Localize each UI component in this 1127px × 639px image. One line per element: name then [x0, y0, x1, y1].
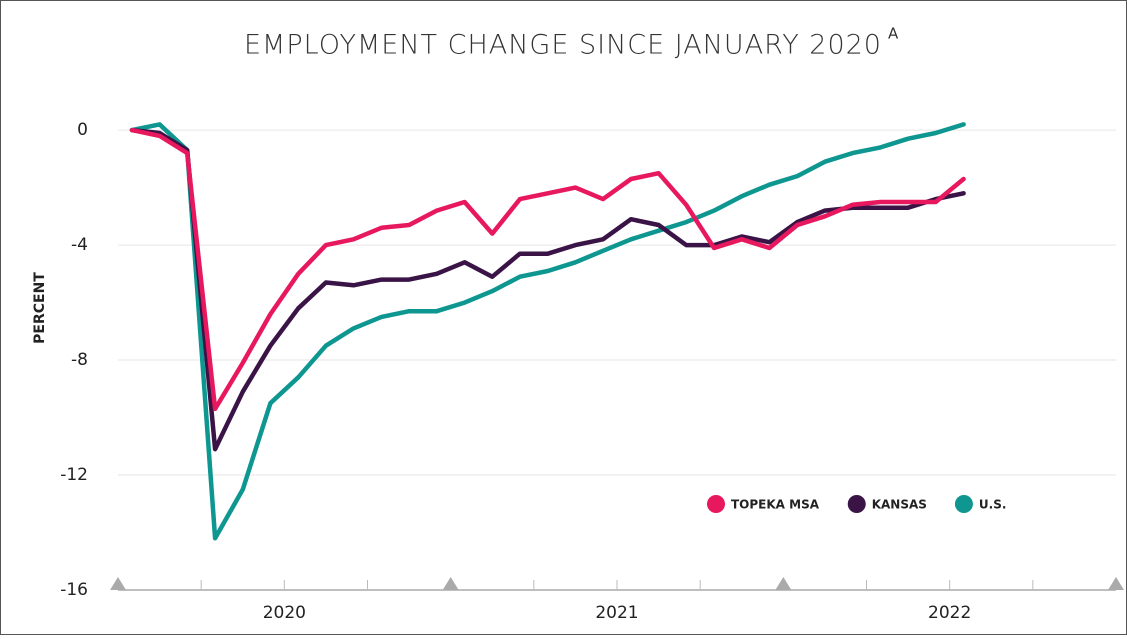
series-line [129, 127, 966, 412]
legend-label: TOPEKA MSA [731, 498, 820, 512]
legend-label: KANSAS [872, 498, 927, 512]
y-tick-label: -4 [71, 235, 88, 255]
x-tick-label: 2022 [928, 603, 971, 623]
x-tick-label: 2021 [595, 603, 638, 623]
axis-triangle [775, 577, 792, 590]
legend-swatch [954, 495, 973, 513]
axis-triangle [1108, 577, 1124, 590]
axis-triangle [442, 577, 459, 590]
x-tick-label: 2020 [263, 603, 306, 623]
chart-title: EMPLOYMENT CHANGE SINCE JANUARY 2020 [244, 30, 882, 61]
y-tick-label: -16 [60, 580, 88, 600]
y-tick-label: 0 [77, 120, 88, 140]
series-line [129, 127, 966, 452]
y-axis-label: PERCENT [32, 272, 48, 344]
series-line [129, 122, 966, 541]
y-tick-label: -8 [71, 350, 88, 370]
legend-swatch [707, 495, 725, 513]
axis-triangle [110, 577, 126, 590]
legend-label: U.S. [979, 498, 1007, 512]
legend-swatch [847, 495, 866, 513]
y-tick-label: -12 [60, 465, 88, 485]
title-note: A [888, 25, 899, 43]
